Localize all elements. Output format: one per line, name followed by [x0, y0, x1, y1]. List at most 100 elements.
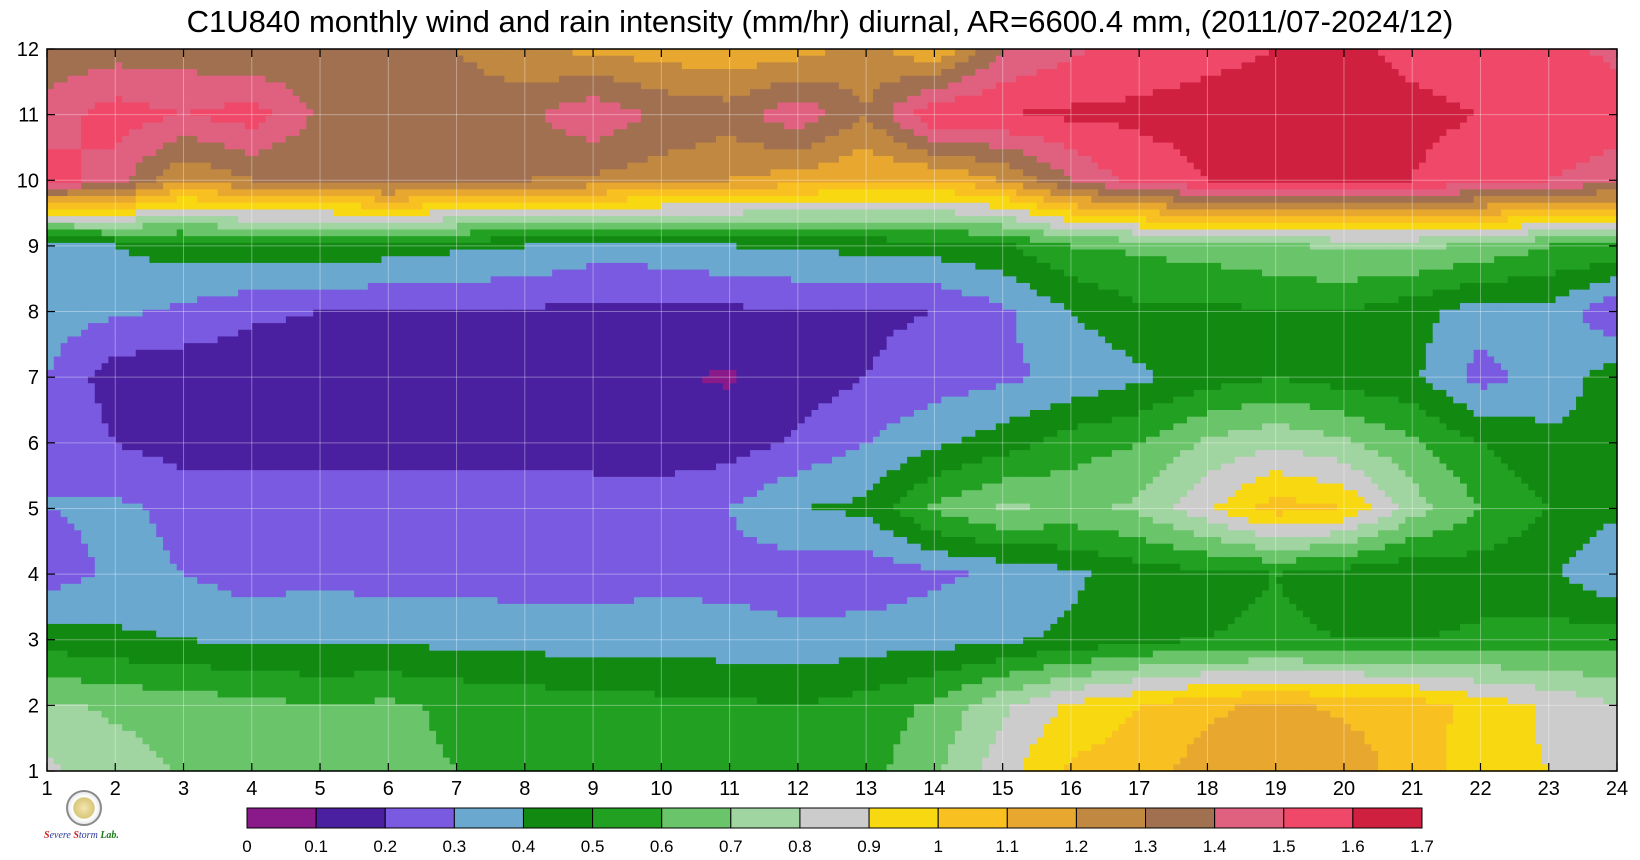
contour-cell: [1412, 62, 1420, 70]
contour-cell: [606, 162, 615, 170]
contour-cell: [1159, 95, 1168, 104]
contour-cell: [292, 169, 301, 177]
contour-cell: [190, 169, 198, 177]
contour-cell: [272, 102, 280, 110]
contour-cell: [87, 69, 96, 77]
contour-cell: [1084, 155, 1092, 164]
contour-cell: [1105, 149, 1113, 157]
contour-cell: [449, 182, 458, 190]
contour-cell: [1064, 89, 1072, 97]
contour-cell: [1207, 176, 1215, 184]
contour-cell: [866, 169, 874, 177]
contour-cell: [429, 62, 437, 70]
contour-cell: [1378, 49, 1386, 57]
contour-cell: [1582, 55, 1591, 63]
contour-cell: [668, 155, 676, 164]
contour-cell: [94, 176, 103, 184]
contour-cell: [750, 95, 758, 104]
contour-cell: [1514, 176, 1523, 184]
contour-cell: [558, 129, 567, 137]
contour-cell: [1057, 102, 1065, 110]
contour-cell: [320, 189, 328, 197]
contour-cell: [900, 162, 908, 170]
contour-cell: [108, 82, 116, 90]
contour-cell: [354, 122, 362, 130]
contour-cell: [217, 62, 226, 70]
contour-cell: [272, 55, 280, 63]
contour-cell: [1262, 75, 1270, 84]
contour-cell: [518, 169, 526, 177]
contour-cell: [1576, 149, 1584, 157]
contour-cell: [791, 122, 799, 130]
contour-cell: [1466, 82, 1475, 90]
contour-cell: [572, 62, 581, 70]
contour-cell: [1111, 95, 1120, 104]
contour-cell: [1227, 122, 1236, 130]
contour-cell: [442, 109, 451, 117]
contour-cell: [204, 95, 212, 104]
contour-cell: [408, 169, 417, 177]
contour-cell: [408, 55, 417, 63]
contour-cell: [1105, 142, 1113, 150]
contour-cell: [934, 82, 942, 90]
contour-cell: [1603, 115, 1611, 124]
contour-cell: [579, 142, 587, 150]
contour-cell: [866, 49, 874, 57]
contour-cell: [934, 176, 942, 184]
contour-cell: [756, 82, 765, 90]
contour-cell: [320, 95, 328, 104]
contour-cell: [715, 89, 724, 97]
contour-cell: [101, 95, 110, 104]
contour-cell: [866, 55, 874, 63]
contour-cell: [504, 169, 512, 177]
contour-cell: [142, 62, 150, 70]
contour-cell: [545, 62, 553, 70]
contour-cell: [825, 55, 833, 63]
contour-cell: [128, 149, 137, 157]
contour-cell: [1111, 109, 1120, 117]
contour-cell: [1050, 102, 1058, 110]
contour-cell: [1398, 115, 1406, 124]
contour-cell: [1555, 155, 1563, 164]
contour-cell: [470, 189, 478, 197]
contour-cell: [1460, 176, 1468, 184]
contour-cell: [463, 69, 471, 77]
contour-cell: [1098, 189, 1106, 197]
contour-cell: [1125, 115, 1133, 124]
contour-cell: [1480, 176, 1488, 184]
contour-cell: [279, 122, 287, 130]
contour-cell: [115, 155, 123, 164]
contour-cell: [736, 49, 744, 57]
contour-cell: [1214, 102, 1222, 110]
contour-cell: [1268, 75, 1277, 84]
contour-cell: [1357, 122, 1366, 130]
contour-cell: [954, 75, 963, 84]
contour-cell: [804, 55, 813, 63]
contour-cell: [395, 162, 403, 170]
contour-cell: [1009, 122, 1017, 130]
contour-cell: [606, 69, 615, 77]
contour-cell: [429, 89, 437, 97]
contour-cell: [907, 149, 915, 157]
contour-cell: [490, 55, 499, 63]
contour-cell: [770, 75, 778, 84]
contour-cell: [1070, 135, 1079, 144]
contour-cell: [975, 115, 983, 124]
contour-cell: [729, 109, 738, 117]
contour-cell: [640, 169, 649, 177]
contour-cell: [231, 75, 239, 84]
contour-cell: [1016, 55, 1024, 63]
contour-cell: [1589, 155, 1598, 164]
contour-cell: [156, 62, 164, 70]
contour-cell: [886, 155, 895, 164]
contour-cell: [1371, 149, 1379, 157]
contour-cell: [1405, 102, 1413, 110]
contour-cell: [1562, 69, 1570, 77]
contour-cell: [238, 155, 246, 164]
contour-cell: [558, 162, 567, 170]
contour-cell: [1378, 109, 1386, 117]
contour-cell: [558, 109, 567, 117]
contour-cell: [1029, 102, 1038, 110]
contour-cell: [811, 69, 819, 77]
contour-cell: [81, 75, 89, 84]
